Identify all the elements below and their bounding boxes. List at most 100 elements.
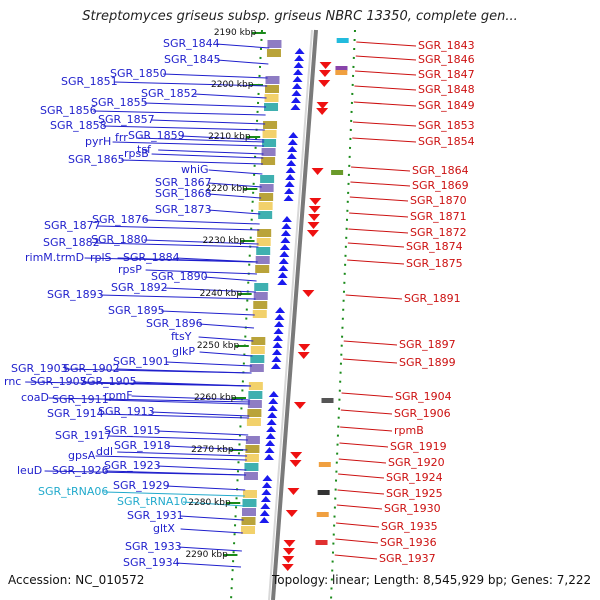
gene-label: SGR_1929 [113,479,170,492]
gene-label: SGR_1850 [110,67,167,80]
gene-label: SGR_1917 [55,429,112,442]
forward-gene-arrow [285,174,296,180]
forward-gene-arrow [264,447,275,453]
leader-line [353,101,417,107]
forward-gene-arrow [261,489,272,495]
forward-gene-arrow [280,230,291,236]
leader-line [342,358,398,364]
reverse-gene-arrow [287,488,300,495]
gene-label: SGR_1905 [80,375,137,388]
gene-block [256,247,271,255]
leader-line [105,399,250,405]
reverse-gene-arrow [318,70,331,77]
leader-line [131,395,251,401]
reverse-gene-arrow [283,540,296,547]
leader-line [145,219,260,225]
gene-label: SGR_1915 [104,424,161,437]
reverse-gene-arrow [302,290,315,297]
gene-block [257,229,272,237]
map-title: Streptomyces griseus subsp. griseus NBRC… [82,9,518,24]
forward-gene-arrow [279,244,290,250]
gene-block [241,517,256,525]
gene-label: SGR_1877 [44,219,101,232]
gene-label: SGR_1901 [113,355,170,368]
forward-gene-arrow [275,307,286,313]
gene-block [245,436,260,444]
forward-gene-arrow [260,496,271,502]
leader-line [349,196,409,202]
leader-line [114,81,268,87]
gene-block [331,170,344,175]
gene-block [247,400,262,408]
gene-label: SGR_1847 [418,68,475,81]
forward-gene-arrow [274,314,285,320]
gene-label: ftsY [171,330,192,343]
forward-gene-arrow [281,223,292,229]
leader-line [335,538,379,544]
gene-label: SGR_1890 [151,270,208,283]
gene-label: SGR_1931 [127,509,184,522]
forward-gene-arrow [268,398,279,404]
leader-line [352,137,417,143]
forward-gene-arrow [271,349,282,355]
forward-gene-arrow [281,216,292,222]
leader-line [105,470,247,476]
gene-block [253,301,268,309]
gene-label: SGR_1871 [410,210,467,223]
gene-label: SGR_1857 [98,113,155,126]
leader-line [180,528,243,534]
gene-label: SGR_tRNA06 [38,485,109,498]
forward-gene-arrow [264,454,275,460]
gene-label: whiG [181,163,209,176]
leader-line [167,445,248,451]
gene-label: rnc [4,375,22,388]
gene-block [243,472,258,480]
gene-block [242,490,257,498]
gene-block [254,283,269,291]
leader-line [157,430,249,436]
forward-gene-arrow [294,55,305,61]
reverse-gene-arrow [298,344,311,351]
leader-line [145,269,257,275]
gene-label: SGR_1870 [410,194,467,207]
leader-line [340,426,393,432]
forward-gene-arrow [279,251,290,257]
gene-block [249,364,264,372]
gene-block [321,398,334,403]
reverse-gene-arrow [289,460,302,467]
forward-gene-arrow [287,139,298,145]
gene-label: SGR_1897 [399,338,456,351]
gene-block [253,292,268,300]
gene-label: SGR_1843 [418,39,475,52]
kbp-tick-label: 2200 kbp [211,80,254,90]
gene-label: SGR_1919 [390,440,447,453]
leader-line [178,546,242,552]
leader-line [338,458,387,464]
gene-label: SGR_1851 [61,75,118,88]
forward-gene-arrow [265,433,276,439]
gene-label: SGR_1903 [11,362,68,375]
leader-line [336,522,380,528]
forward-gene-arrow [259,510,270,516]
gene-label: SGR_1852 [141,87,198,100]
kbp-tick-label: 2240 kbp [199,289,243,299]
gene-label: SGR_1895 [108,304,165,317]
gene-label: pyrH [85,135,112,148]
gene-block [318,462,331,467]
gene-block [248,382,263,390]
forward-gene-arrow [280,237,291,243]
gene-label: SGR_1882 [43,236,100,249]
leader-line [208,169,263,175]
reverse-gene-arrow [282,548,295,555]
leader-line [339,442,389,448]
leader-line [151,119,266,125]
gene-label: SGR_1858 [50,119,107,132]
gene-label: SGR_1918 [114,439,171,452]
kbp-tick-label: 2250 kbp [196,341,240,351]
leader-line [97,225,260,231]
leader-line [93,110,266,116]
gene-block [247,409,262,417]
forward-gene-arrow [285,167,296,173]
